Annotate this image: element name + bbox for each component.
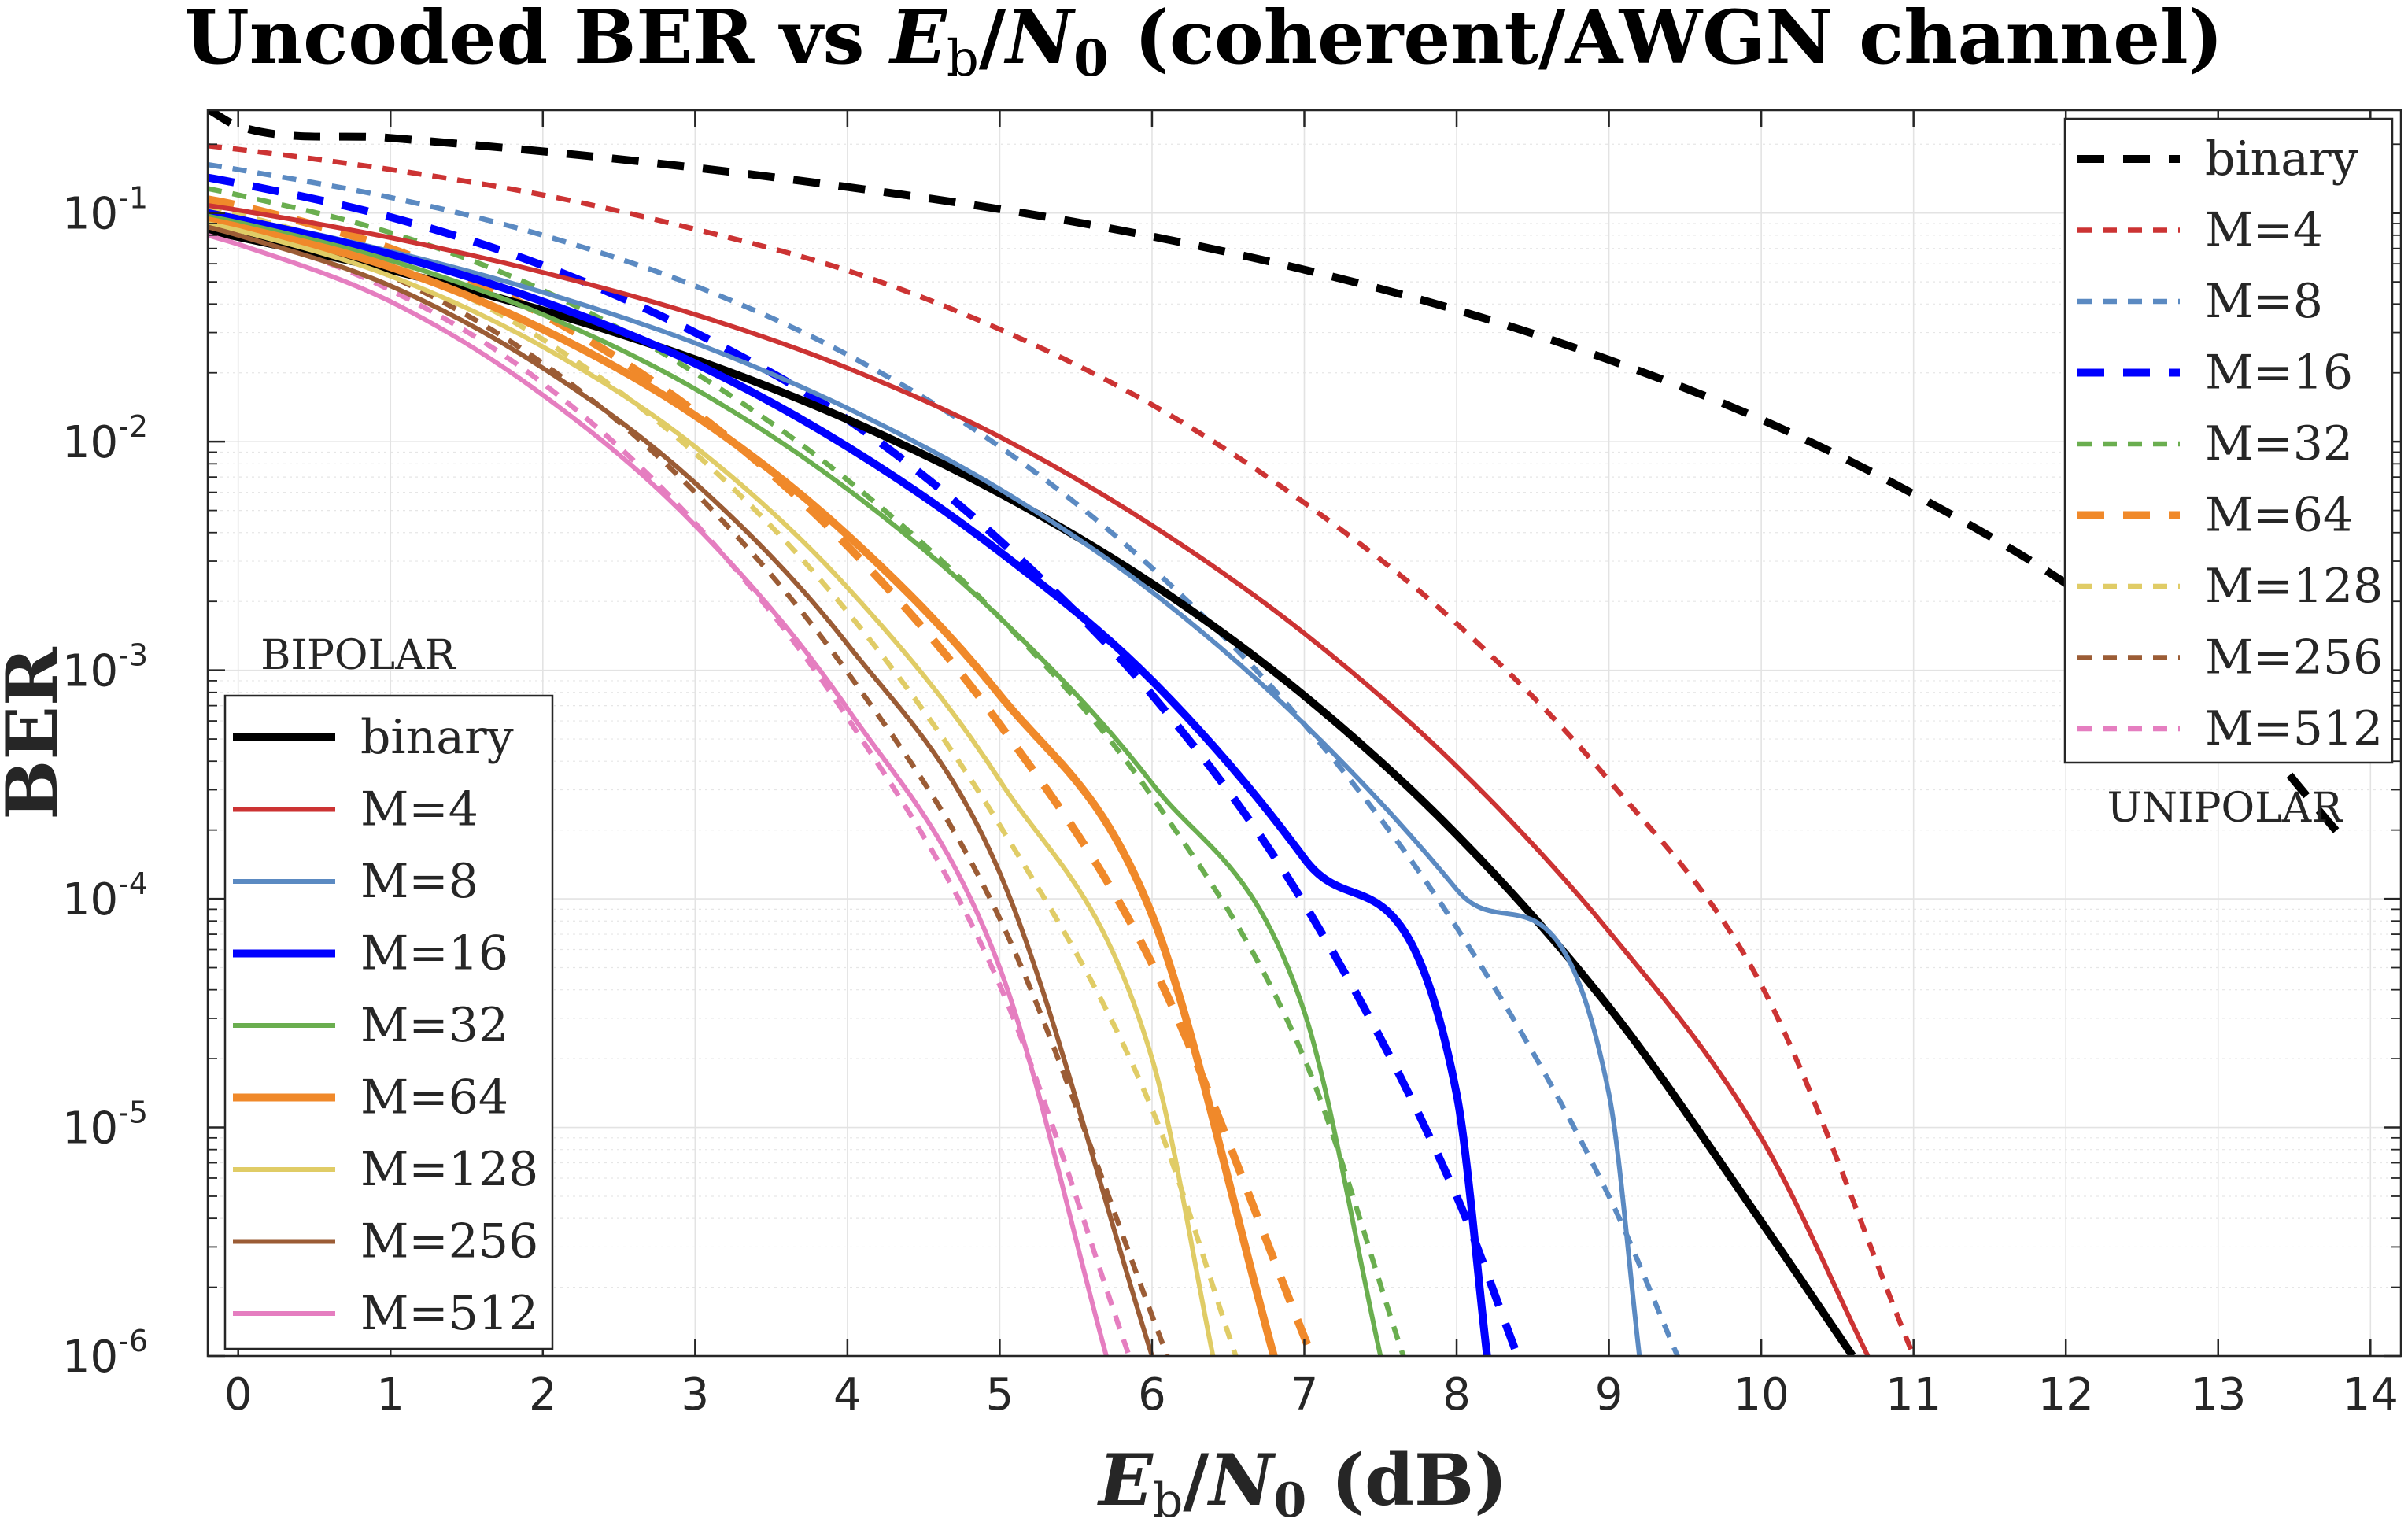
series-layer <box>208 110 2343 1356</box>
y-tick-label: 10-1 <box>62 181 148 240</box>
x-tick-label: 8 <box>1442 1369 1471 1421</box>
x-tick-label: 14 <box>2343 1369 2399 1421</box>
x-tick-labels: 0 1 2 3 4 5 6 7 8 9 10 11 12 13 14 <box>224 1369 2399 1421</box>
x-tick-label: 12 <box>2038 1369 2094 1421</box>
bipolar-legend-label-m128: M=128 <box>360 1142 538 1197</box>
y-tick-label: 10-2 <box>62 409 148 468</box>
unipolar-m16-line <box>208 173 1522 1356</box>
xlabel-slash: / <box>1183 1439 1209 1522</box>
title-slash: / <box>979 0 1006 81</box>
unipolar-legend-box <box>2063 117 2394 764</box>
unipolar-legend-label-m16: M=16 <box>2205 345 2353 401</box>
bipolar-m512-line <box>208 233 1109 1356</box>
title-eb-symbol: E <box>888 0 947 81</box>
bipolar-legend-label-m256: M=256 <box>360 1214 538 1269</box>
xlabel-n0-symbol: N <box>1206 1439 1276 1522</box>
unipolar-legend-label-m64: M=64 <box>2205 488 2353 543</box>
bipolar-legend-label-m4: M=4 <box>360 782 478 837</box>
unipolar-legend-label-m512: M=512 <box>2205 701 2383 756</box>
title-n0-symbol: N <box>1003 0 1076 81</box>
bipolar-m16-line <box>208 209 1491 1356</box>
bipolar-m8-line <box>208 210 1642 1356</box>
unipolar-legend-label-m32: M=32 <box>2205 416 2353 471</box>
title-suffix: (coherent/AWGN channel) <box>1109 0 2224 81</box>
unipolar-legend-label-m4: M=4 <box>2205 203 2323 258</box>
unipolar-m256-line <box>208 212 1170 1356</box>
y-axis-label: BER <box>0 646 74 820</box>
unipolar-m4-line <box>208 142 1916 1356</box>
title-n0-subscript: 0 <box>1073 29 1109 88</box>
y-tick-label: 10-5 <box>62 1096 148 1155</box>
y-tick-label: 10-3 <box>62 638 148 697</box>
bipolar-legend-label-m64: M=64 <box>360 1070 508 1125</box>
bipolar-legend-title: BIPOLAR <box>260 632 456 679</box>
x-tick-label: 5 <box>986 1369 1014 1421</box>
unipolar-legend-label-binary: binary <box>2205 131 2358 187</box>
x-tick-label: 3 <box>681 1369 710 1421</box>
x-tick-label: 7 <box>1291 1369 1319 1421</box>
bipolar-m4-line <box>208 203 1871 1356</box>
x-tick-label: 0 <box>224 1369 253 1421</box>
chart-title: Uncoded BER vs Eb/N0 (coherent/AWGN chan… <box>185 0 2223 88</box>
unipolar-m32-line <box>208 186 1406 1356</box>
xlabel-suffix: (dB) <box>1306 1439 1508 1522</box>
bipolar-legend-label-binary: binary <box>360 710 514 765</box>
xlabel-eb-symbol: E <box>1096 1439 1154 1522</box>
title-prefix: Uncoded BER vs <box>185 0 890 81</box>
unipolar-legend-label-m256: M=256 <box>2205 630 2383 685</box>
x-axis-label: Eb/N0 (dB) <box>1096 1439 1507 1526</box>
y-tick-labels: 10-1 10-2 10-3 10-4 10-5 10-6 <box>62 181 148 1383</box>
unipolar-legend: binaryM=4M=8M=16M=32M=64M=128M=256M=512 … <box>2063 117 2394 832</box>
xlabel-eb-subscript: b <box>1153 1473 1183 1526</box>
y-tick-label: 10-6 <box>62 1324 148 1383</box>
unipolar-legend-label-m128: M=128 <box>2205 559 2383 614</box>
unipolar-m128-line <box>208 205 1239 1356</box>
x-tick-label: 2 <box>529 1369 557 1421</box>
x-tick-label: 11 <box>1885 1369 1941 1421</box>
bipolar-legend-label-m32: M=32 <box>360 998 508 1053</box>
unipolar-legend-title: UNIPOLAR <box>2107 785 2344 832</box>
unipolar-legend-label-m8: M=8 <box>2205 274 2323 329</box>
bipolar-legend: BIPOLAR binary M=4 M=8 M=16 M=32 M=64 M=128 M=2… <box>223 632 554 1350</box>
x-tick-label: 10 <box>1733 1369 1789 1421</box>
x-tick-label: 4 <box>833 1369 862 1421</box>
bipolar-m32-line <box>208 213 1383 1356</box>
bipolar-legend-label-m8: M=8 <box>360 854 478 909</box>
x-tick-label: 1 <box>376 1369 404 1421</box>
unipolar-m8-line <box>208 161 1680 1356</box>
y-tick-label: 10-4 <box>62 866 148 926</box>
bipolar-m128-line <box>208 221 1216 1356</box>
unipolar-binary-line <box>208 110 2343 838</box>
bipolar-legend-label-m16: M=16 <box>360 926 508 981</box>
x-tick-label: 6 <box>1138 1369 1166 1421</box>
bipolar-m256-line <box>208 224 1154 1356</box>
title-eb-subscript: b <box>947 30 979 88</box>
bipolar-legend-label-m512: M=512 <box>360 1286 538 1341</box>
bipolar-m64-line <box>208 216 1278 1356</box>
x-tick-label: 13 <box>2190 1369 2246 1421</box>
x-tick-label: 9 <box>1595 1369 1623 1421</box>
xlabel-n0-subscript: 0 <box>1273 1473 1306 1526</box>
